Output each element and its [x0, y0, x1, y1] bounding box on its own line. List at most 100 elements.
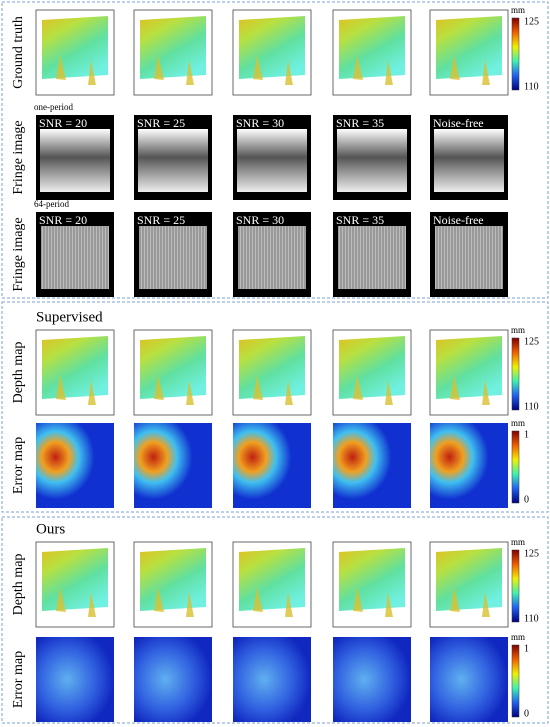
section-heading: Supervised	[36, 309, 103, 325]
colorbar	[511, 337, 520, 411]
colorbar-tick-label: 110	[524, 81, 539, 92]
depth-image	[42, 336, 108, 399]
fringe-image	[41, 226, 109, 289]
depth-feature	[56, 375, 96, 405]
depth-feature	[154, 55, 194, 85]
image-panel	[35, 329, 115, 416]
panel-label: SNR = 25	[137, 213, 185, 227]
colorbar	[511, 644, 520, 718]
row-label: Fringe image	[11, 217, 26, 291]
image-panel	[233, 212, 311, 297]
fringe-image	[139, 226, 207, 289]
image-panel	[332, 329, 412, 416]
depth-image	[339, 336, 405, 399]
depth-image	[436, 16, 502, 79]
colorbar-unit: mm	[511, 5, 525, 15]
image-panel	[36, 423, 114, 508]
depth-feature	[253, 375, 293, 405]
section-heading: Ours	[36, 521, 65, 537]
error-image	[134, 423, 212, 508]
depth-image	[436, 548, 502, 611]
depth-feature	[154, 375, 194, 405]
fringe-image	[337, 129, 407, 192]
image-panel	[232, 541, 312, 628]
depth-feature	[253, 55, 293, 85]
error-image	[430, 423, 508, 508]
depth-image	[239, 336, 305, 399]
image-panel	[233, 637, 311, 722]
colorbar-tick-label: 1	[524, 429, 529, 440]
colorbar-tick-label: 110	[524, 401, 539, 412]
image-panel	[430, 423, 508, 508]
fringe-image	[237, 129, 307, 192]
fringe-image	[40, 129, 110, 192]
section-frame	[1, 301, 549, 513]
fringe-image	[435, 226, 503, 289]
image-panel	[232, 329, 312, 416]
error-image	[36, 423, 114, 508]
row-label: Depth map	[11, 554, 26, 616]
panel-label: Noise-free	[433, 116, 484, 130]
depth-image	[339, 16, 405, 79]
colorbar-tick-label: 1	[524, 643, 529, 654]
fringe-image	[338, 226, 406, 289]
colorbar-tick-label: 0	[524, 708, 529, 719]
image-panel	[35, 9, 115, 96]
depth-image	[239, 548, 305, 611]
depth-feature	[253, 587, 293, 617]
image-panel	[429, 9, 509, 96]
image-panel	[333, 115, 411, 200]
error-image	[430, 637, 508, 722]
row-caption: one-period	[34, 102, 73, 112]
row-label: Ground truth	[11, 16, 26, 89]
image-panel	[134, 637, 212, 722]
colorbar	[511, 549, 520, 623]
fringe-image	[434, 129, 504, 192]
depth-feature	[56, 587, 96, 617]
error-image	[134, 637, 212, 722]
image-panel	[333, 637, 411, 722]
colorbar-tick-label: 125	[524, 16, 539, 27]
image-panel	[35, 541, 115, 628]
error-image	[233, 637, 311, 722]
panel-label: Noise-free	[433, 213, 484, 227]
colorbar-tick-label: 125	[524, 548, 539, 559]
image-panel	[333, 423, 411, 508]
row-label: Depth map	[11, 342, 26, 404]
depth-feature	[56, 55, 96, 85]
depth-image	[339, 548, 405, 611]
image-panel	[233, 115, 311, 200]
image-panel	[430, 212, 508, 297]
row-caption: 64-period	[34, 199, 69, 209]
image-panel	[134, 423, 212, 508]
error-image	[333, 423, 411, 508]
depth-feature	[450, 375, 490, 405]
depth-image	[436, 336, 502, 399]
colorbar	[511, 17, 520, 91]
error-image	[36, 637, 114, 722]
fringe-image	[238, 226, 306, 289]
colorbar-unit: mm	[511, 418, 525, 428]
row-label: Fringe image	[11, 120, 26, 194]
image-panel	[332, 9, 412, 96]
row-label: Error map	[11, 651, 26, 708]
panel-label: SNR = 30	[236, 116, 284, 130]
panel-label: SNR = 35	[336, 213, 384, 227]
image-panel	[36, 212, 114, 297]
depth-image	[140, 16, 206, 79]
image-panel	[233, 423, 311, 508]
depth-feature	[353, 55, 393, 85]
image-panel	[36, 115, 114, 200]
panel-label: SNR = 20	[39, 116, 87, 130]
depth-image	[140, 548, 206, 611]
row-label: Error map	[11, 437, 26, 494]
colorbar-tick-label: 125	[524, 336, 539, 347]
depth-image	[42, 548, 108, 611]
error-image	[233, 423, 311, 508]
depth-image	[239, 16, 305, 79]
panel-label: SNR = 30	[236, 213, 284, 227]
image-panel	[429, 329, 509, 416]
image-panel	[333, 212, 411, 297]
depth-image	[42, 16, 108, 79]
